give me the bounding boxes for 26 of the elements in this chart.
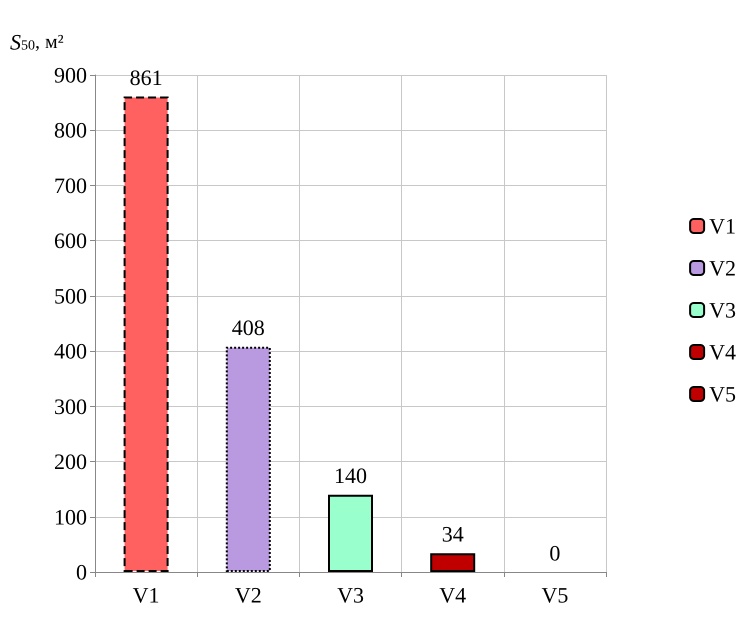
data-label: 0 <box>549 540 560 566</box>
y-tick-label: 600 <box>54 228 87 254</box>
legend-label: V1 <box>709 214 736 238</box>
y-tick-label: 500 <box>54 283 87 308</box>
legend-label: V3 <box>709 298 736 322</box>
data-label: 408 <box>232 315 265 340</box>
y-tick-label: 100 <box>54 504 87 530</box>
legend-label: V2 <box>709 256 736 280</box>
x-tick-label: V5 <box>541 582 568 608</box>
x-tick-label: V1 <box>132 582 160 608</box>
y-tick-label: 0 <box>76 560 87 584</box>
y-tick-label: 400 <box>54 338 87 364</box>
y-tick-label: 300 <box>54 394 87 419</box>
y-tick-label: 200 <box>54 449 87 474</box>
y-tick-label: 700 <box>54 172 87 198</box>
y-tick-label: 800 <box>54 118 87 143</box>
data-label: 140 <box>334 463 367 488</box>
legend-label: V4 <box>709 340 736 364</box>
legend-label: V5 <box>709 382 736 406</box>
data-label: 861 <box>130 65 163 90</box>
data-label: 34 <box>442 522 464 547</box>
y-tick-label: 900 <box>54 62 87 88</box>
y-axis-title: S50, м² <box>10 30 64 54</box>
x-tick-label: V3 <box>337 582 364 608</box>
x-tick-label: V4 <box>439 582 466 608</box>
x-tick-label: V2 <box>234 582 262 608</box>
